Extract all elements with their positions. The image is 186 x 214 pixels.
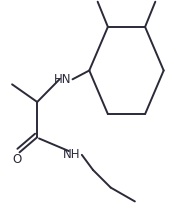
Text: O: O: [12, 153, 21, 166]
Text: HN: HN: [54, 73, 71, 86]
Text: NH: NH: [63, 148, 80, 161]
